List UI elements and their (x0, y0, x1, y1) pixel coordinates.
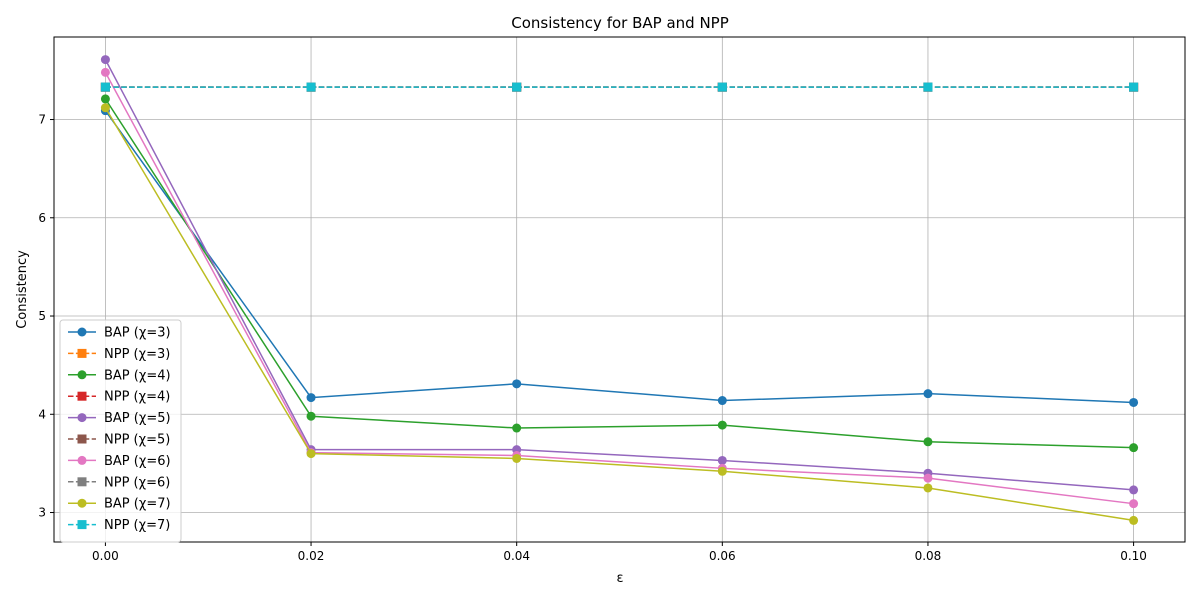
data-point (306, 411, 316, 421)
legend-marker (77, 370, 87, 380)
data-point (717, 82, 727, 92)
legend-item: BAP (χ=5) (68, 411, 171, 426)
legend-label: BAP (χ=6) (104, 454, 171, 469)
legend-label: BAP (χ=5) (104, 411, 171, 426)
legend-item: NPP (χ=3) (68, 347, 170, 362)
grid (54, 37, 1185, 542)
legend: BAP (χ=3) NPP (χ=3) BAP (χ=4) NPP (χ=4) BAP … (59, 319, 182, 543)
legend-item: NPP (χ=5) (68, 433, 170, 448)
axis-ticks: 0.00 0.02 0.04 0.06 0.08 0.10 3 4 5 6 7 (38, 113, 1147, 563)
y-tick-label: 4 (38, 407, 46, 421)
y-tick-label: 6 (38, 211, 46, 225)
data-point (100, 82, 110, 92)
series-line (104, 59, 1134, 491)
x-tick-label: 0.04 (503, 549, 530, 563)
x-tick-label: 0.10 (1120, 549, 1147, 563)
y-tick-label: 7 (38, 113, 46, 127)
x-tick-label: 0.08 (915, 549, 942, 563)
x-tick-label: 0.02 (298, 549, 325, 563)
legend-label: NPP (χ=6) (104, 475, 170, 490)
y-axis-title: Consistency (15, 250, 30, 329)
legend-item: NPP (χ=4) (68, 390, 170, 405)
legend-marker (77, 348, 87, 358)
y-tick-label: 5 (38, 309, 46, 323)
legend-item: BAP (χ=7) (68, 497, 171, 512)
data-point (100, 94, 110, 104)
legend-label: NPP (χ=4) (104, 390, 170, 405)
series-2 (100, 94, 1139, 453)
legend-label: BAP (χ=3) (104, 326, 171, 341)
legend-item: NPP (χ=6) (68, 475, 170, 490)
series-line (104, 110, 1134, 404)
legend-item: BAP (χ=4) (68, 368, 171, 383)
data-point (923, 82, 933, 92)
data-point (717, 455, 727, 465)
data-point (1129, 397, 1139, 407)
data-point (512, 82, 522, 92)
series-line (104, 107, 1134, 522)
legend-label: BAP (χ=4) (104, 368, 171, 383)
legend-marker (77, 455, 87, 465)
legend-item: BAP (χ=3) (68, 326, 171, 341)
x-tick-label: 0.06 (709, 549, 736, 563)
series-9 (100, 82, 1139, 92)
x-tick-label: 0.00 (92, 549, 119, 563)
legend-marker (77, 413, 87, 423)
series-8 (100, 103, 1139, 525)
legend-marker (77, 434, 87, 444)
legend-marker (77, 498, 87, 508)
y-tick-label: 3 (38, 506, 46, 520)
data-point (512, 423, 522, 433)
data-point (306, 449, 316, 459)
series-line (104, 98, 1134, 449)
series-4 (100, 55, 1139, 495)
data-point (717, 396, 727, 406)
data-point (1129, 82, 1139, 92)
legend-marker (77, 391, 87, 401)
data-point (512, 453, 522, 463)
legend-marker (77, 520, 87, 530)
legend-label: NPP (χ=7) (104, 518, 170, 533)
data-point (100, 103, 110, 113)
data-point (923, 483, 933, 493)
legend-marker (77, 327, 87, 337)
data-point (923, 389, 933, 399)
legend-label: NPP (χ=5) (104, 433, 170, 448)
data-point (923, 473, 933, 483)
data-point (306, 393, 316, 403)
data-point (717, 420, 727, 430)
data-point (100, 55, 110, 65)
series-line (104, 72, 1134, 505)
data-point (1129, 485, 1139, 495)
plot-series (100, 55, 1139, 525)
data-point (1129, 515, 1139, 525)
data-point (1129, 443, 1139, 453)
legend-label: BAP (χ=7) (104, 497, 171, 512)
plot-frame (53, 36, 1186, 543)
data-point (717, 466, 727, 476)
data-point (306, 82, 316, 92)
chart-title: Consistency for BAP and NPP (511, 14, 729, 32)
x-axis-title: ε (616, 571, 623, 586)
data-point (512, 379, 522, 389)
data-point (100, 67, 110, 77)
data-point (923, 437, 933, 447)
series-6 (100, 67, 1139, 509)
data-point (1129, 499, 1139, 509)
legend-item: NPP (χ=7) (68, 518, 170, 533)
legend-marker (77, 477, 87, 487)
legend-label: NPP (χ=3) (104, 347, 170, 362)
legend-item: BAP (χ=6) (68, 454, 171, 469)
